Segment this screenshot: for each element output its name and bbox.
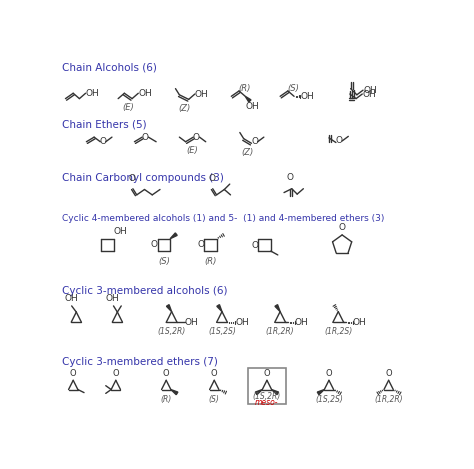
Text: OH: OH	[235, 318, 249, 327]
Text: (1R,2R): (1R,2R)	[374, 395, 403, 404]
Text: OH: OH	[138, 89, 152, 98]
Polygon shape	[317, 390, 324, 395]
Text: OH: OH	[65, 294, 79, 303]
Text: O: O	[99, 137, 106, 146]
Text: (Z): (Z)	[241, 148, 254, 157]
Polygon shape	[170, 233, 177, 239]
Text: OH: OH	[295, 318, 309, 327]
Text: (1S,2R): (1S,2R)	[253, 392, 281, 401]
Text: O: O	[336, 136, 343, 145]
Text: (1S,2S): (1S,2S)	[315, 395, 343, 404]
Text: OH: OH	[353, 318, 367, 327]
Text: (1S,2S): (1S,2S)	[208, 327, 236, 336]
Text: O: O	[208, 174, 215, 182]
Text: O: O	[251, 137, 258, 146]
Polygon shape	[245, 96, 251, 102]
Text: O: O	[112, 369, 119, 378]
Text: Cyclic 4-membered alcohols (1) and 5-  (1) and 4-membered ethers (3): Cyclic 4-membered alcohols (1) and 5- (1…	[62, 214, 384, 223]
Text: OH: OH	[300, 92, 314, 101]
Text: OH: OH	[106, 294, 119, 303]
Text: (1R,2R): (1R,2R)	[266, 327, 294, 336]
Text: (Z): (Z)	[179, 104, 191, 113]
Polygon shape	[255, 390, 262, 395]
Text: meso-: meso-	[255, 398, 279, 407]
Polygon shape	[166, 305, 172, 311]
Text: (E): (E)	[122, 103, 134, 112]
Text: (1R,2S): (1R,2S)	[324, 327, 352, 336]
Text: Chain Carbonyl compounds (3): Chain Carbonyl compounds (3)	[62, 174, 223, 183]
Text: (R): (R)	[204, 257, 217, 266]
Text: OH: OH	[86, 89, 100, 98]
Text: O: O	[163, 369, 170, 378]
Text: Chain Ethers (5): Chain Ethers (5)	[62, 120, 146, 129]
Text: Cyclic 3-membered ethers (7): Cyclic 3-membered ethers (7)	[62, 356, 218, 367]
Text: O: O	[128, 174, 135, 182]
Text: Cyclic 3-membered alcohols (6): Cyclic 3-membered alcohols (6)	[62, 286, 227, 296]
Text: O: O	[286, 173, 293, 182]
Polygon shape	[217, 305, 222, 311]
Text: O: O	[193, 133, 200, 142]
Text: (1S,2R): (1S,2R)	[157, 327, 186, 336]
Text: (S): (S)	[287, 84, 299, 93]
Text: (S): (S)	[209, 395, 219, 404]
Text: OH: OH	[195, 90, 209, 98]
Text: (S): (S)	[158, 257, 170, 266]
Polygon shape	[272, 390, 279, 395]
Text: OH: OH	[362, 90, 376, 98]
Text: OH: OH	[113, 227, 127, 236]
Text: O: O	[70, 369, 76, 378]
Text: O: O	[251, 242, 258, 250]
Text: O: O	[151, 240, 158, 250]
Text: O: O	[211, 369, 218, 378]
Text: (R): (R)	[238, 84, 251, 93]
Text: OH: OH	[245, 103, 259, 112]
Text: (R): (R)	[161, 395, 172, 404]
FancyBboxPatch shape	[247, 368, 286, 403]
Text: OH: OH	[185, 318, 199, 327]
Text: O: O	[326, 369, 332, 378]
Polygon shape	[171, 390, 178, 395]
Text: O: O	[385, 369, 392, 378]
Text: O: O	[197, 240, 204, 250]
Text: O: O	[338, 223, 346, 232]
Text: OH: OH	[363, 86, 377, 95]
Text: (E): (E)	[187, 146, 199, 156]
Text: Chain Alcohols (6): Chain Alcohols (6)	[62, 62, 156, 72]
Polygon shape	[275, 305, 280, 311]
Text: O: O	[142, 133, 149, 142]
Text: O: O	[264, 369, 270, 378]
